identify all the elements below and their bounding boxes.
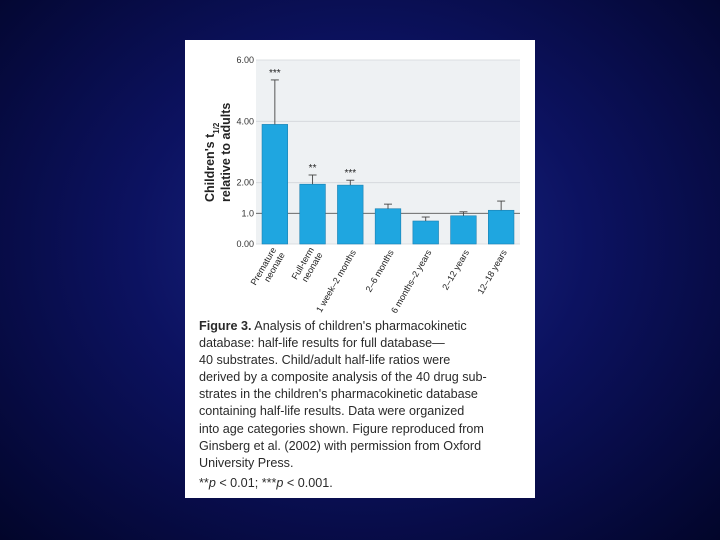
x-category-label: 12–18 years (475, 248, 509, 296)
figure-card: *** ** *** 0.00 1.0 2.00 4.00 6.00 Premature ne… (185, 40, 535, 498)
bar (488, 209, 515, 245)
y-tick-labels: 0.00 1.0 2.00 4.00 6.00 (236, 55, 254, 249)
significance-label: *** (269, 68, 281, 79)
caption-line-2: database: half-life results for full dat… (199, 336, 445, 351)
y-tick-label: 6.00 (236, 55, 254, 65)
x-category-label: 2–6 months (364, 248, 396, 294)
caption-title: Figure 3. (199, 319, 252, 333)
footnote-value-2: < 0.001. (283, 476, 333, 490)
bar-chart: ***** *** 0.001.02.004.006.00 Prematurene… (203, 55, 520, 315)
bars: ***** *** (261, 68, 515, 245)
y-tick-label: 2.00 (236, 178, 254, 188)
caption-line-3: 40 substrates. Child/adult half-life rat… (199, 353, 451, 368)
caption-line-5: strates in the children's pharmacokineti… (199, 387, 478, 402)
x-category-label-line: 6 months–2 years (389, 248, 434, 315)
significance-footnote: **p < 0.01; ***p < 0.001. (199, 476, 333, 490)
bar (374, 208, 402, 245)
caption-line-8: Ginsberg et al. (2002) with permission f… (199, 438, 482, 453)
bar (299, 183, 326, 245)
bar (450, 215, 477, 245)
caption-line-9: University Press. (199, 455, 294, 470)
figure-caption: Figure 3. Analysis of children's pharmac… (199, 318, 529, 472)
bar (337, 184, 364, 245)
caption-line-6: containing half-life results. Data were … (199, 404, 465, 419)
footnote-value-1: < 0.01; (215, 476, 262, 490)
significance-label: *** (344, 168, 356, 179)
caption-line-7: into age categories shown. Figure reprod… (199, 421, 484, 436)
x-category-label: 6 months–2 years (389, 248, 434, 315)
y-axis-label-line2: relative to adults (219, 103, 233, 202)
x-category-label-line: 12–18 years (475, 248, 509, 296)
y-tick-label: 1.0 (241, 208, 254, 218)
y-tick-label: 4.00 (236, 116, 254, 126)
y-tick-label: 0.00 (236, 239, 254, 249)
y-axis-label-line1: Children's t1/2 (203, 122, 221, 202)
footnote-p-1: p (208, 476, 216, 490)
x-category-label-line: 2–6 months (364, 248, 396, 294)
footnote-stars-2: *** (261, 476, 277, 490)
x-category-label: 2–12 years (440, 248, 471, 292)
bar (412, 220, 439, 245)
footnote-p-2: p (276, 476, 284, 490)
footnote-stars-1: ** (199, 476, 209, 490)
significance-label: ** (309, 163, 317, 174)
caption-line-1: Analysis of children's pharmacokinetic (251, 319, 467, 333)
x-category-label-line: 2–12 years (440, 248, 471, 292)
bar (261, 124, 288, 245)
y-axis-label: Children's t1/2 relative to adults (203, 103, 233, 202)
caption-line-4: derived by a composite analysis of the 4… (199, 370, 487, 385)
